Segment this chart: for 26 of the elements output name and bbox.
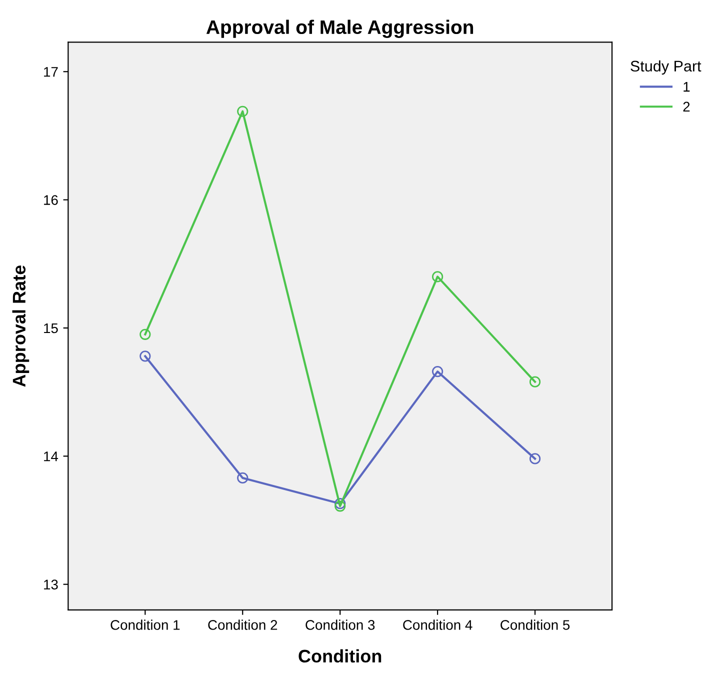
- y-tick-label: 13: [44, 580, 58, 590]
- legend-label: 2: [683, 102, 690, 112]
- y-tick-label: 17: [44, 67, 58, 77]
- legend-title: Study Part: [630, 60, 702, 75]
- x-axis-title: Condition: [298, 649, 382, 663]
- point: [237, 106, 248, 117]
- y-tick-label: 14: [44, 452, 58, 462]
- legend-label: 1: [684, 82, 690, 92]
- chart-title: Approval of Male Aggression: [206, 20, 474, 38]
- y-tick-label: 16: [44, 195, 58, 205]
- x-tick-label: Condition 3: [306, 620, 375, 630]
- y-tick-label: 15: [44, 323, 58, 334]
- x-tick-label: Condition 4: [403, 620, 472, 630]
- point: [529, 376, 541, 388]
- point: [432, 366, 444, 378]
- point: [334, 498, 346, 510]
- point: [334, 500, 346, 512]
- point: [140, 350, 151, 362]
- point: [140, 328, 151, 340]
- point: [237, 472, 248, 484]
- x-tick-label: Condition 1: [110, 620, 180, 630]
- x-tick-label: Condition 5: [500, 620, 570, 630]
- y-axis-title: Approval Rate: [12, 265, 30, 387]
- x-tick-label: Condition 2: [208, 620, 278, 630]
- point: [529, 453, 541, 464]
- point: [432, 271, 444, 282]
